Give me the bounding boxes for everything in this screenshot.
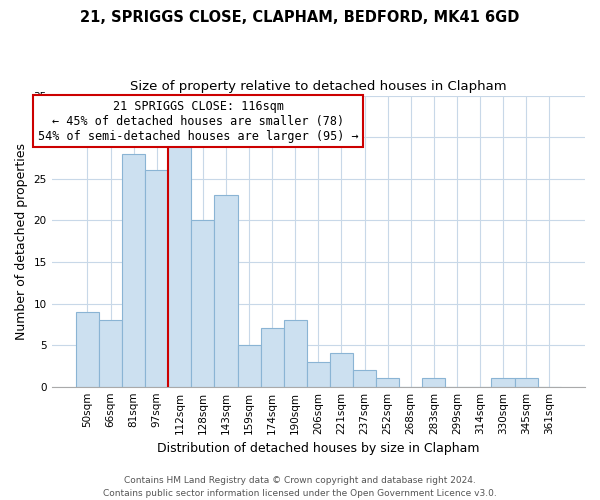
Bar <box>284 320 307 386</box>
Text: Contains HM Land Registry data © Crown copyright and database right 2024.
Contai: Contains HM Land Registry data © Crown c… <box>103 476 497 498</box>
Bar <box>491 378 515 386</box>
Bar <box>99 320 122 386</box>
Text: 21 SPRIGGS CLOSE: 116sqm
← 45% of detached houses are smaller (78)
54% of semi-d: 21 SPRIGGS CLOSE: 116sqm ← 45% of detach… <box>38 100 359 142</box>
Bar <box>353 370 376 386</box>
Bar <box>168 146 191 386</box>
Bar <box>260 328 284 386</box>
Title: Size of property relative to detached houses in Clapham: Size of property relative to detached ho… <box>130 80 506 93</box>
Bar <box>307 362 330 386</box>
Bar <box>422 378 445 386</box>
Text: 21, SPRIGGS CLOSE, CLAPHAM, BEDFORD, MK41 6GD: 21, SPRIGGS CLOSE, CLAPHAM, BEDFORD, MK4… <box>80 10 520 25</box>
Bar <box>238 345 260 387</box>
Bar <box>330 354 353 386</box>
Bar <box>376 378 399 386</box>
Bar <box>145 170 168 386</box>
X-axis label: Distribution of detached houses by size in Clapham: Distribution of detached houses by size … <box>157 442 479 455</box>
Bar <box>122 154 145 386</box>
Bar <box>214 196 238 386</box>
Bar <box>515 378 538 386</box>
Y-axis label: Number of detached properties: Number of detached properties <box>15 142 28 340</box>
Bar <box>191 220 214 386</box>
Bar <box>76 312 99 386</box>
